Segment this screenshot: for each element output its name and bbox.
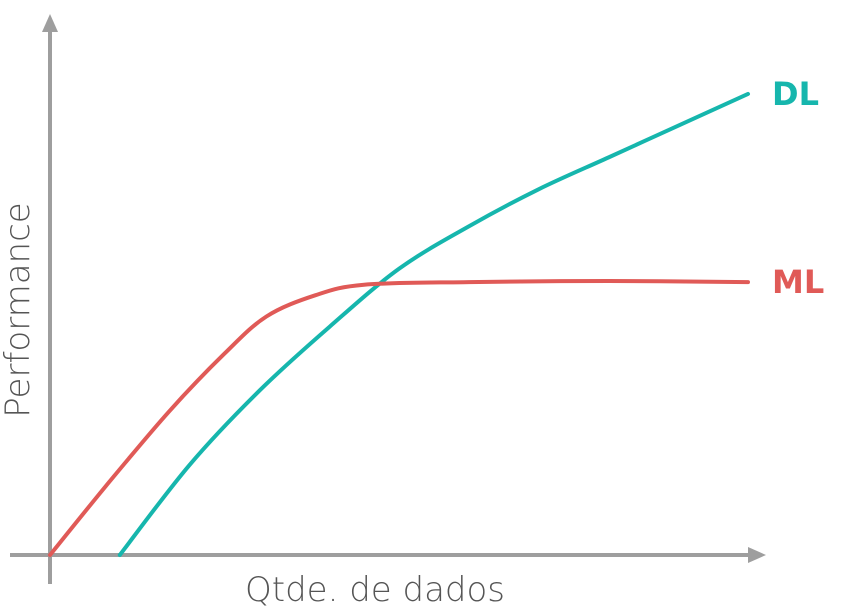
series-label-ml: ML (772, 263, 824, 301)
series-line-ml (48, 279, 750, 557)
axes (10, 14, 766, 584)
x-axis-arrow (748, 547, 766, 563)
y-axis-arrow (42, 14, 58, 32)
y-axis-label: Performance (0, 202, 38, 417)
x-axis-label: Qtde. de dados (245, 570, 505, 610)
series-label-dl: DL (772, 75, 819, 113)
series-layer: DL ML (48, 75, 824, 557)
series-line-dl (117, 91, 750, 557)
